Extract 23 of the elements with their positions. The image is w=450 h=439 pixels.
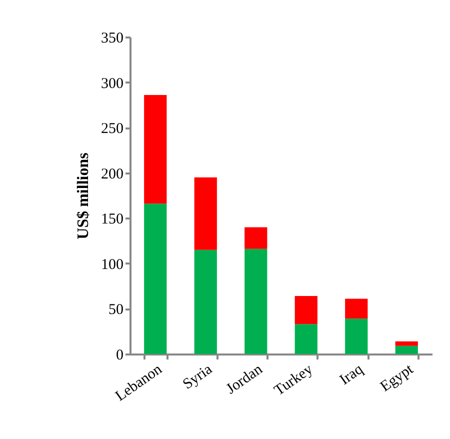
bar (144, 204, 167, 354)
y-tick-label: 50 (108, 302, 124, 318)
y-tick-label: 350 (101, 30, 124, 46)
bar (144, 94, 167, 204)
bar (345, 318, 368, 354)
bar (244, 227, 268, 249)
y-tick-label: 300 (101, 76, 124, 92)
y-tick-label: 150 (101, 212, 124, 228)
y-tick-label: 200 (101, 166, 124, 182)
bar (244, 248, 268, 354)
bar (194, 250, 217, 354)
bar (294, 296, 318, 324)
y-axis-title: US$ millions (75, 152, 92, 240)
bar (395, 346, 418, 354)
bar (345, 298, 368, 319)
bar (395, 341, 418, 346)
bar (194, 177, 217, 250)
y-tick-label: 0 (116, 348, 124, 364)
bar (294, 324, 318, 354)
x-tick-label: Syria (180, 361, 216, 393)
y-tick-label: 250 (101, 121, 124, 138)
y-tick-label: 100 (101, 256, 124, 273)
x-tick-label: Iraq (337, 361, 366, 388)
